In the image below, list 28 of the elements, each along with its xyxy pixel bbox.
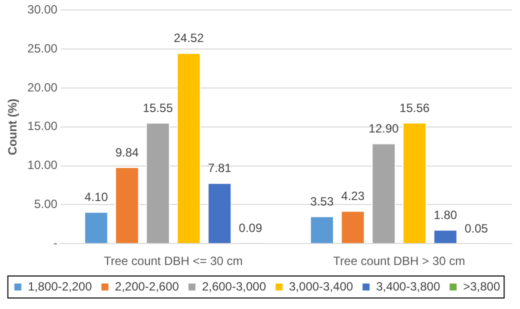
legend-label: 3,000-3,400 (289, 279, 354, 294)
legend-label: >3,800 (463, 279, 500, 294)
data-label: 7.81 (208, 161, 232, 176)
data-label: 15.55 (142, 100, 174, 115)
data-label: 24.52 (174, 31, 204, 46)
y-tick-label: 5.00 (34, 197, 58, 212)
data-label: 4.23 (341, 189, 365, 204)
data-label: 15.56 (400, 100, 430, 115)
x-tick-label: Tree count DBH > 30 cm (333, 254, 466, 268)
legend-label: 3,400-3,800 (376, 279, 440, 294)
legend-label: 2,600-3,000 (202, 279, 266, 294)
legend-label: 2,200-2,600 (114, 279, 180, 294)
data-label: 0.05 (464, 222, 488, 236)
y-axis-title: Count (%) (6, 98, 20, 156)
data-label: 0.09 (238, 221, 262, 236)
y-tick-label: 15.00 (27, 119, 58, 134)
data-label: 3.53 (310, 194, 334, 208)
y-tick-label: - (53, 236, 58, 250)
data-label: 1.80 (434, 208, 458, 222)
data-label: 4.10 (84, 190, 108, 204)
legend-label: 1,800-2,200 (28, 279, 92, 294)
data-label: 9.84 (115, 145, 140, 160)
y-tick-label: 20.00 (27, 80, 58, 94)
x-tick-label: Tree count DBH <= 30 cm (104, 254, 243, 268)
data-label: 12.90 (368, 122, 400, 136)
y-tick-label: 25.00 (27, 41, 58, 56)
y-tick-label: 10.00 (27, 158, 58, 172)
y-tick-label: 30.00 (27, 2, 58, 17)
